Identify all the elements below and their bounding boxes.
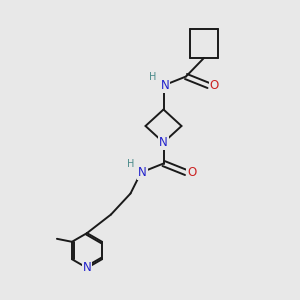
Text: N: N xyxy=(82,261,91,274)
Text: H: H xyxy=(149,72,157,82)
Text: H: H xyxy=(127,159,134,169)
Text: O: O xyxy=(188,166,196,179)
Text: O: O xyxy=(210,79,219,92)
Text: N: N xyxy=(159,136,168,149)
Text: N: N xyxy=(160,79,169,92)
Text: N: N xyxy=(138,166,147,179)
